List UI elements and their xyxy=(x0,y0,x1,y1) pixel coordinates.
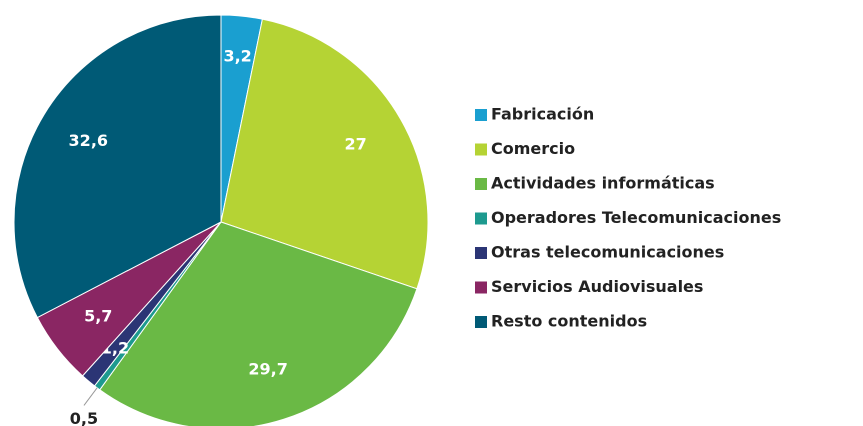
legend-label: Operadores Telecomunicaciones xyxy=(491,208,781,227)
legend-label: Comercio xyxy=(491,139,575,158)
pie-slice xyxy=(220,18,429,290)
data-label: 27 xyxy=(345,134,367,153)
legend-swatch xyxy=(475,316,487,328)
legend-label: Fabricación xyxy=(491,105,594,124)
pie-slice xyxy=(13,14,222,319)
data-label: 3,2 xyxy=(223,47,251,66)
legend-label: Otras telecomunicaciones xyxy=(491,243,724,262)
legend-swatch xyxy=(475,178,487,190)
pie-slice xyxy=(99,221,418,426)
data-label: 0,5 xyxy=(70,409,98,426)
legend-swatch xyxy=(475,281,487,294)
leader-line xyxy=(83,387,98,406)
data-label: 32,6 xyxy=(69,131,108,150)
legend-label: Resto contenidos xyxy=(491,312,647,331)
legend-swatch xyxy=(475,143,487,156)
legend-swatch xyxy=(475,247,487,259)
legend-swatch xyxy=(475,212,487,225)
legend-label: Actividades informáticas xyxy=(491,174,715,193)
legend-label: Servicios Audiovisuales xyxy=(491,277,703,296)
data-label: 5,7 xyxy=(84,307,112,326)
data-label: 29,7 xyxy=(248,359,287,378)
legend-swatch xyxy=(475,109,487,121)
